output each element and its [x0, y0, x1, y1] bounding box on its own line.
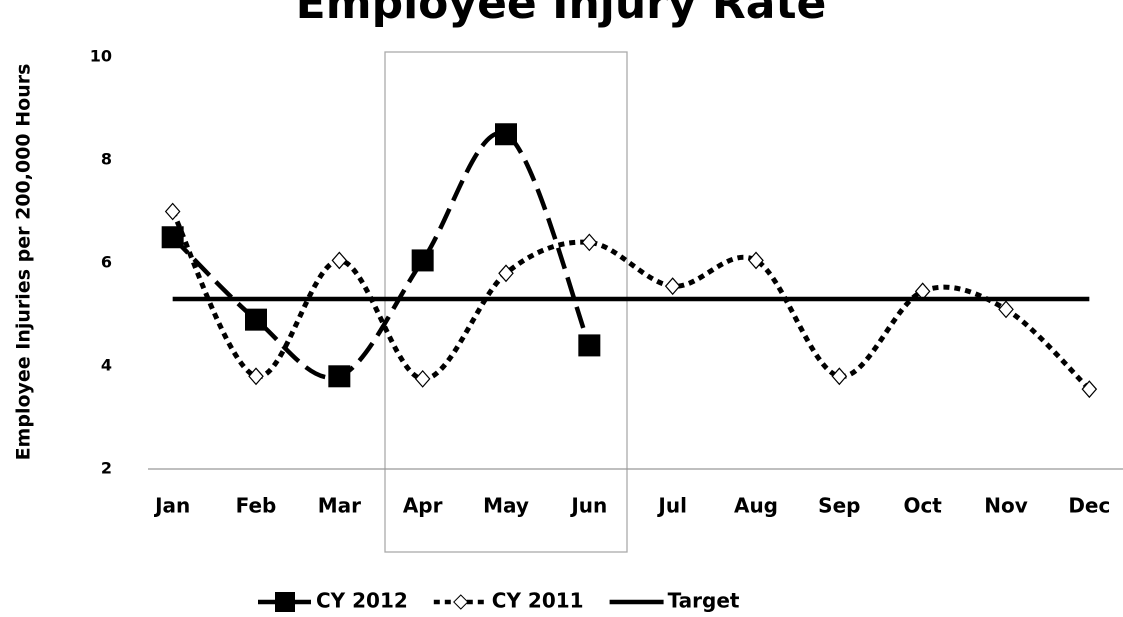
marker [998, 300, 1014, 319]
x-tick-label: Aug [734, 494, 778, 518]
legend-label: Target [668, 589, 740, 613]
x-tick-label: May [483, 494, 529, 518]
marker [411, 249, 434, 272]
x-tick-label: Jan [153, 494, 190, 518]
legend-label: CY 2011 [492, 589, 584, 613]
x-tick-label: Jul [656, 494, 687, 518]
x-tick-label: Dec [1068, 494, 1110, 518]
marker [161, 226, 184, 249]
marker [328, 365, 351, 388]
x-tick-label: Feb [236, 494, 277, 518]
x-tick-label: Sep [818, 494, 860, 518]
x-tick-label: Mar [318, 494, 361, 518]
chart-title: Employee Injury Rate [296, 0, 827, 29]
marker [581, 233, 598, 252]
marker [331, 251, 348, 270]
marker [495, 123, 517, 146]
marker [831, 367, 848, 386]
x-tick-label: Apr [403, 494, 443, 518]
legend-marker [275, 592, 295, 612]
y-tick-label: 6 [101, 253, 112, 272]
marker [498, 264, 514, 283]
y-tick-label: 8 [101, 150, 112, 169]
marker [414, 369, 431, 388]
y-tick-label: 4 [101, 356, 112, 375]
marker [248, 367, 264, 386]
marker [1081, 380, 1098, 399]
y-tick-label: 2 [101, 459, 112, 478]
legend-label: CY 2012 [316, 589, 408, 613]
highlight-box [384, 51, 628, 553]
y-tick-label: 10 [90, 47, 112, 66]
series-line [171, 130, 592, 380]
marker [578, 334, 601, 357]
marker [245, 308, 267, 331]
x-tick-label: Jun [569, 494, 607, 518]
marker [748, 251, 764, 270]
marker [664, 277, 681, 296]
y-axis-label: Employee Injuries per 200,000 Hours [13, 64, 35, 461]
x-tick-label: Nov [984, 494, 1028, 518]
legend-marker [453, 594, 469, 610]
marker [164, 202, 181, 221]
x-tick-label: Oct [903, 494, 942, 518]
